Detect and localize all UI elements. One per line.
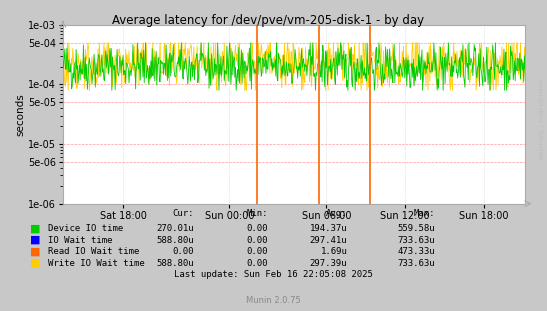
Text: RRDTOOL / TOBI OETIKER: RRDTOOL / TOBI OETIKER [539, 78, 544, 159]
Text: Avg:: Avg: [326, 209, 347, 218]
Text: Last update: Sun Feb 16 22:05:08 2025: Last update: Sun Feb 16 22:05:08 2025 [174, 270, 373, 279]
Text: ■: ■ [30, 247, 40, 257]
Text: Average latency for /dev/pve/vm-205-disk-1 - by day: Average latency for /dev/pve/vm-205-disk… [112, 14, 424, 27]
Text: 733.63u: 733.63u [397, 236, 435, 244]
Text: 0.00: 0.00 [247, 259, 268, 267]
Text: 0.00: 0.00 [247, 247, 268, 256]
Text: ■: ■ [30, 224, 40, 234]
Text: 0.00: 0.00 [247, 236, 268, 244]
Text: 733.63u: 733.63u [397, 259, 435, 267]
Text: 270.01u: 270.01u [156, 224, 194, 233]
Text: Cur:: Cur: [173, 209, 194, 218]
Text: 297.41u: 297.41u [310, 236, 347, 244]
Text: 297.39u: 297.39u [310, 259, 347, 267]
Text: 194.37u: 194.37u [310, 224, 347, 233]
Text: ■: ■ [30, 235, 40, 245]
Text: 588.80u: 588.80u [156, 236, 194, 244]
Text: ■: ■ [30, 258, 40, 268]
Text: Device IO time: Device IO time [48, 224, 124, 233]
Text: 588.80u: 588.80u [156, 259, 194, 267]
Text: 559.58u: 559.58u [397, 224, 435, 233]
Text: IO Wait time: IO Wait time [48, 236, 113, 244]
Y-axis label: seconds: seconds [15, 93, 25, 136]
Text: Read IO Wait time: Read IO Wait time [48, 247, 139, 256]
Text: 0.00: 0.00 [247, 224, 268, 233]
Text: 1.69u: 1.69u [321, 247, 347, 256]
Text: Max:: Max: [414, 209, 435, 218]
Text: Min:: Min: [247, 209, 268, 218]
Text: Munin 2.0.75: Munin 2.0.75 [246, 296, 301, 305]
Text: 0.00: 0.00 [173, 247, 194, 256]
Text: 473.33u: 473.33u [397, 247, 435, 256]
Text: Write IO Wait time: Write IO Wait time [48, 259, 145, 267]
